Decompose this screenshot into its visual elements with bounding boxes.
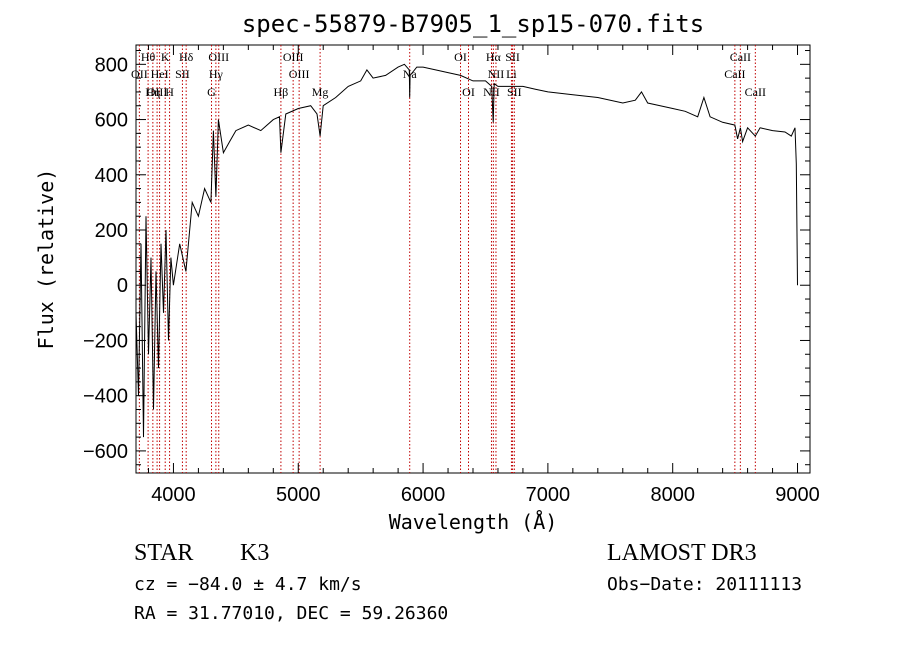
line-label-8: CaII [730,50,751,64]
line-label-5: OI [454,50,467,64]
x-tick-label-4: 8000 [650,484,695,506]
coordinates-text: RA = 31.77010, DEC = 59.26360 [134,603,448,624]
y-tick-label-3: 0 [117,275,128,297]
line-label-0: Hθ [141,50,156,64]
y-tick-label-4: 200 [95,220,128,242]
line-label-17: CaII [724,67,745,81]
x-axis-label: Wavelength (Å) [389,510,558,534]
y-tick-label-0: −600 [83,441,128,463]
line-label-22: Hβ [274,85,289,99]
x-tick-label-1: 5000 [276,484,321,506]
y-axis-label: Flux (relative) [34,169,58,350]
y-tick-label-1: −400 [83,386,128,408]
chart-title: spec-55879-B7905_1_sp15-070.fits [242,10,704,38]
y-tick-label-2: −200 [83,330,128,352]
y-axis-ticks: −600 −400 −200 0 200 400 600 800 [83,50,810,466]
observation-date: Obs−Date: 20111113 [607,574,802,595]
line-label-7: SII [505,50,520,64]
redshift-text: cz = −84.0 ± 4.7 km/s [134,574,362,595]
line-label-13: OIII [289,67,310,81]
y-tick-label-7: 800 [95,54,128,76]
y-tick-label-6: 600 [95,110,128,132]
line-label-2: Hδ [179,50,194,64]
line-label-6: Hα [486,50,502,64]
line-label-16: Li [506,67,517,81]
spectrum-line [135,63,798,438]
x-tick-label-0: 4000 [151,484,196,506]
line-label-11: SII [175,67,190,81]
x-axis-ticks: 4000 5000 6000 7000 8000 9000 [147,45,820,506]
x-tick-label-2: 6000 [401,484,446,506]
line-label-26: SII [507,85,522,99]
x-tick-label-5: 9000 [775,484,820,506]
object-subclass: K3 [240,540,269,566]
plot-frame [135,44,811,474]
line-label-20: H [165,85,174,99]
line-label-1: K [161,50,170,64]
line-markers [138,45,756,473]
line-label-15: NII [488,67,505,81]
line-label-9: OII [131,67,148,81]
line-label-23: Mg [312,85,329,99]
line-label-12: Hγ [209,67,224,81]
line-label-21: G [207,85,216,99]
line-label-19: Hη [145,85,160,99]
survey-name: LAMOST DR3 [607,540,757,566]
line-label-18: OIII [147,85,168,99]
line-label-24: OI [462,85,475,99]
line-label-10: HeI [151,67,169,81]
y-tick-label-5: 400 [95,165,128,187]
line-label-3: OIII [208,50,229,64]
line-label-27: CaII [745,85,766,99]
x-tick-label-3: 7000 [526,484,571,506]
object-class: STAR [134,540,193,566]
line-label-4: OIII [283,50,304,64]
